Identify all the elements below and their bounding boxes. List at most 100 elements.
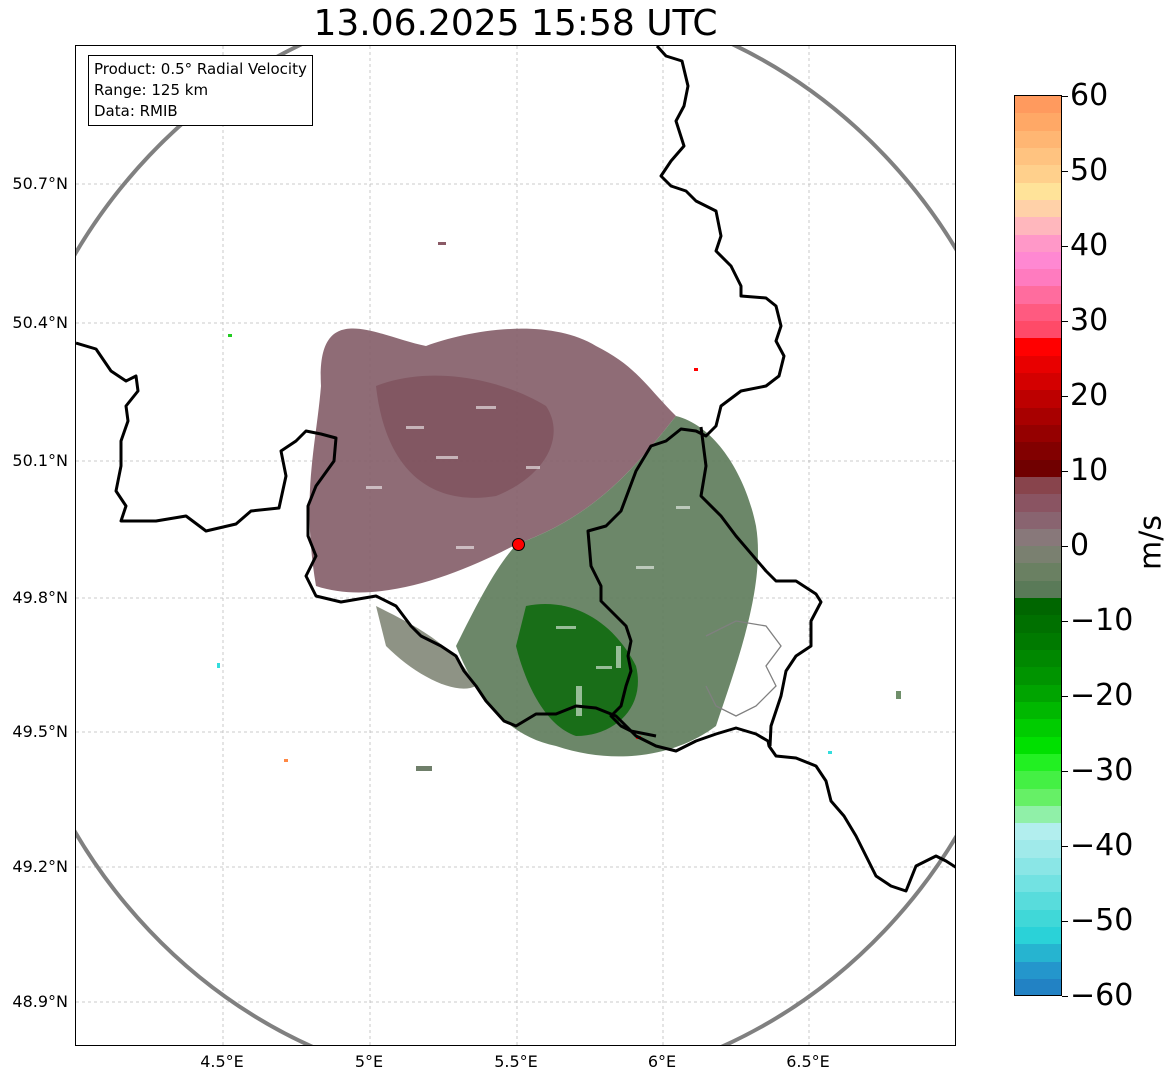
colorbar-segment [1015, 753, 1061, 772]
colorbar-segment [1015, 303, 1061, 322]
colorbar-segment [1015, 269, 1061, 287]
lon-tick-label: 6°E [647, 1052, 677, 1071]
colorbar-segment [1015, 182, 1061, 200]
colorbar-segment [1015, 96, 1061, 114]
colorbar-tick-label: 30 [1070, 303, 1109, 338]
colorbar-tick-label: −60 [1070, 978, 1134, 1013]
radar-site-marker[interactable] [512, 538, 525, 551]
colorbar-tick [1062, 471, 1068, 472]
colorbar-segment [1015, 407, 1061, 425]
colorbar-segment [1015, 788, 1061, 806]
lon-tick-label: 4.5°E [200, 1052, 244, 1071]
lon-tick-label: 5.5°E [494, 1052, 538, 1071]
colorbar-segment [1015, 684, 1061, 702]
colorbar-tick [1062, 171, 1068, 172]
map-title: 13.06.2025 15:58 UTC [313, 3, 718, 44]
colorbar-tick-label: −30 [1070, 753, 1134, 788]
colorbar-segment [1015, 494, 1061, 512]
colorbar-tick [1062, 546, 1068, 547]
colorbar-segment [1015, 528, 1061, 547]
colorbar-segment [1015, 286, 1061, 304]
colorbar-segment [1015, 944, 1061, 962]
colorbar-unit-label: m/s [1133, 515, 1169, 570]
colorbar-tick-label: −50 [1070, 903, 1134, 938]
colorbar-tick-label: 40 [1070, 228, 1109, 263]
lat-tick-label: 49.8°N [12, 588, 68, 607]
echo-speckle [366, 406, 690, 716]
colorbar-segment [1015, 321, 1061, 339]
colorbar-segment [1015, 961, 1061, 979]
radar-map[interactable] [75, 45, 956, 1046]
colorbar-tick-label: 50 [1070, 153, 1109, 188]
velocity-colorbar [1014, 95, 1062, 996]
colorbar-segment [1015, 338, 1061, 356]
colorbar-segment [1015, 563, 1061, 581]
colorbar-segment [1015, 892, 1061, 910]
colorbar-tick [1062, 996, 1068, 997]
colorbar-tick-label: −10 [1070, 603, 1134, 638]
colorbar-segment [1015, 667, 1061, 685]
colorbar-segment [1015, 927, 1061, 945]
colorbar-segment [1015, 390, 1061, 408]
colorbar-segment [1015, 424, 1061, 443]
colorbar-segment [1015, 147, 1061, 166]
colorbar-tick [1062, 96, 1068, 97]
lat-tick-label: 50.1°N [12, 451, 68, 470]
colorbar-segment [1015, 165, 1061, 183]
colorbar-segment [1015, 546, 1061, 564]
colorbar-tick [1062, 921, 1068, 922]
map-canvas [76, 46, 955, 1045]
colorbar-segment [1015, 234, 1061, 252]
info-product: Product: 0.5° Radial Velocity [94, 60, 307, 78]
colorbar-segment [1015, 771, 1061, 789]
colorbar-segment [1015, 355, 1061, 373]
colorbar-tick [1062, 246, 1068, 247]
colorbar-tick [1062, 696, 1068, 697]
colorbar-segment [1015, 113, 1061, 131]
product-info-box: Product: 0.5° Radial Velocity Range: 125… [88, 55, 313, 126]
colorbar-segment [1015, 373, 1061, 391]
colorbar-segment [1015, 598, 1061, 616]
region-border [705, 620, 782, 717]
colorbar-tick-label: 20 [1070, 378, 1109, 413]
lon-tick-label: 6.5°E [786, 1052, 830, 1071]
echo-region-inbound [309, 328, 676, 593]
colorbar-tick-label: −20 [1070, 678, 1134, 713]
colorbar-tick-label: −40 [1070, 828, 1134, 863]
colorbar-segment [1015, 199, 1061, 218]
lat-tick-label: 50.7°N [12, 174, 68, 193]
colorbar-segment [1015, 615, 1061, 633]
colorbar-segment [1015, 857, 1061, 876]
colorbar-segment [1015, 130, 1061, 148]
colorbar-segment [1015, 875, 1061, 893]
country-borders [76, 46, 955, 893]
colorbar-segment [1015, 978, 1061, 995]
colorbar-segment [1015, 251, 1061, 270]
info-data-source: Data: RMIB [94, 102, 178, 120]
colorbar-segment [1015, 840, 1061, 858]
colorbar-segment [1015, 442, 1061, 460]
colorbar-segment [1015, 459, 1061, 477]
colorbar-segment [1015, 650, 1061, 668]
lat-tick-label: 49.5°N [12, 722, 68, 741]
lat-tick-label: 49.2°N [12, 857, 68, 876]
colorbar-segment [1015, 823, 1061, 841]
colorbar-tick-label: 60 [1070, 78, 1109, 113]
colorbar-tick [1062, 621, 1068, 622]
colorbar-segment [1015, 719, 1061, 737]
lat-tick-label: 50.4°N [12, 313, 68, 332]
echo-region-outbound [376, 416, 758, 757]
colorbar-tick [1062, 321, 1068, 322]
colorbar-segment [1015, 736, 1061, 754]
colorbar-tick-label: 10 [1070, 453, 1109, 488]
colorbar-segment [1015, 217, 1061, 235]
colorbar-segment [1015, 909, 1061, 927]
colorbar-segment [1015, 701, 1061, 720]
colorbar-tick [1062, 396, 1068, 397]
colorbar-segment [1015, 476, 1061, 495]
colorbar-segment [1015, 805, 1061, 824]
colorbar-segment [1015, 580, 1061, 599]
lat-tick-label: 48.9°N [12, 992, 68, 1011]
info-range: Range: 125 km [94, 81, 209, 99]
colorbar-tick [1062, 771, 1068, 772]
